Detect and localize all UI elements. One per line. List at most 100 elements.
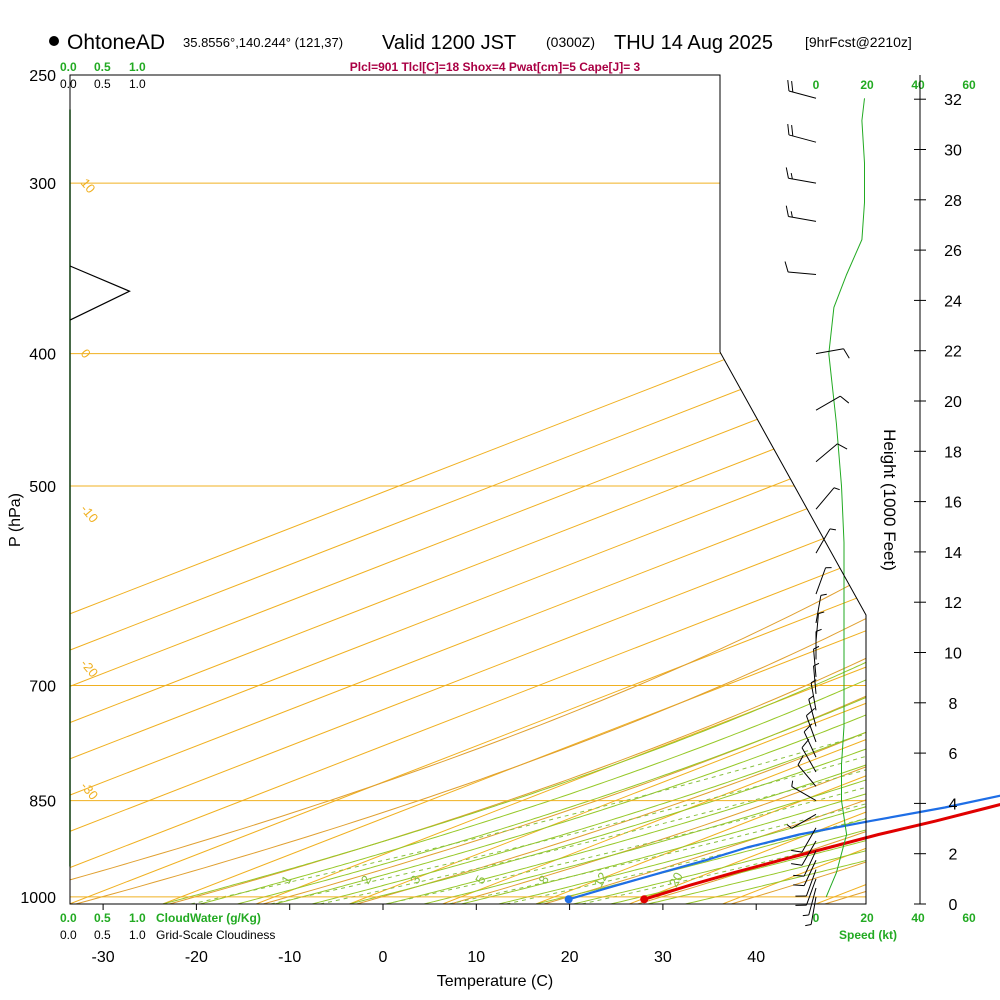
- isotherm: [815, 75, 866, 904]
- wind-barb: [805, 708, 817, 743]
- speed-label: Speed (kt): [839, 928, 897, 942]
- wind-barb: [808, 695, 817, 727]
- cloudwater-tick-bottom-1: 0.5: [94, 911, 111, 925]
- moist-adiabat: [162, 75, 866, 904]
- isotherm: [70, 75, 866, 904]
- isotherm: [70, 75, 866, 904]
- dry-adiabat: [450, 75, 866, 904]
- sounding-series: [564, 794, 1000, 904]
- height-tick-label: 8: [949, 696, 958, 713]
- height-tick-label: 20: [944, 394, 962, 411]
- isotherm: [349, 75, 866, 904]
- wind-barb: [810, 679, 817, 711]
- cloudwater-scale-bottom: 0.0 0.5 1.0 CloudWater (g/Kg): [60, 911, 261, 925]
- cloudwater-tick-top-0: 0.0: [60, 60, 77, 74]
- temperature-surface-marker: [640, 895, 649, 904]
- mixing-ratio-line: [448, 597, 866, 904]
- height-tick-label: 26: [944, 243, 962, 260]
- mixing-ratio-lines: [190, 597, 866, 904]
- moist-adiabat: [573, 75, 866, 904]
- isotherm-lines: [70, 75, 866, 904]
- temperature-tick-label: 40: [747, 949, 765, 966]
- speed-tick-bottom-0: 0: [813, 911, 820, 925]
- sounding-params: Plcl=901 Tlcl[C]=18 Shox=4 Pwat[cm]=5 Ca…: [350, 60, 641, 74]
- cloudiness-label: Grid-Scale Cloudiness: [156, 928, 275, 942]
- y2-axis-title: Height (1000 Feet): [880, 429, 899, 571]
- height-tick-label: 10: [944, 646, 962, 663]
- temperature-tick-label: 30: [654, 949, 672, 966]
- dry-adiabat: [262, 75, 866, 904]
- moist-adiabat: [274, 75, 866, 904]
- cloud-profiles: [69, 109, 131, 867]
- dry-adiabat: [824, 75, 866, 904]
- valid-date: THU 14 Aug 2025: [614, 32, 773, 54]
- moist-adiabat: [498, 75, 866, 904]
- dry-adiabat: [169, 75, 866, 904]
- height-tick-label: 4: [949, 796, 958, 813]
- wind-barb: [815, 348, 850, 359]
- cloudwater-tick-top-2: 1.0: [129, 60, 146, 74]
- temperature-line: [643, 802, 1000, 901]
- x-axis-title: Temperature (C): [437, 973, 553, 990]
- cloudwater-tick-bottom-2: 1.0: [129, 911, 146, 925]
- mixing-ratio-label: 12: [591, 870, 611, 890]
- speed-tick-bottom-1: 20: [860, 911, 874, 925]
- mixing-ratio-line: [190, 597, 866, 904]
- cloudiness-line: [69, 265, 131, 321]
- wind-barb: [791, 840, 817, 866]
- valid-time-utc: (0300Z): [546, 34, 595, 50]
- temperature-tick-label: 0: [379, 949, 388, 966]
- cloudiness-scale-bottom: 0.0 0.5 1.0 Grid-Scale Cloudiness: [60, 928, 275, 942]
- isotherm: [70, 75, 866, 904]
- isotherm-label: -30: [78, 779, 102, 803]
- temperature-tick-label: 20: [561, 949, 579, 966]
- axes: 250 300 400 500 700 850 1000 -30 -20 -10 0 10 20 30 40: [20, 68, 765, 966]
- speed-tick-top-1: 20: [860, 78, 874, 92]
- wind-barb: [791, 780, 817, 802]
- speed-scale-top: 0 20 40 60: [813, 78, 976, 92]
- isotherm: [70, 75, 866, 904]
- moist-adiabat: [423, 75, 866, 904]
- wind-barb: [815, 443, 848, 463]
- wind-barb: [795, 878, 817, 906]
- speed-tick-bottom-2: 40: [911, 911, 925, 925]
- height-tick-label: 30: [944, 143, 962, 160]
- height-tick-label: 14: [944, 545, 962, 562]
- cloudiness-scale-top: 0.0 0.5 1.0: [60, 77, 146, 91]
- wind-barb: [795, 869, 817, 897]
- pressure-tick-label: 500: [29, 479, 56, 496]
- wind-barb: [793, 860, 817, 887]
- mixing-ratio-line: [320, 597, 866, 904]
- dry-adiabat: [356, 75, 866, 904]
- wind-barb: [785, 205, 817, 222]
- dewpoint-surface-marker: [564, 895, 573, 904]
- plot-background-lines: [70, 75, 866, 904]
- pressure-tick-label: 850: [29, 794, 56, 811]
- cloudiness-tick-bottom-1: 0.5: [94, 928, 111, 942]
- cloudiness-tick-bottom-0: 0.0: [60, 928, 77, 942]
- speed-tick-top-0: 0: [813, 78, 820, 92]
- pressure-tick-label: 1000: [20, 890, 56, 907]
- isotherm: [535, 75, 866, 904]
- dry-adiabat: [75, 75, 866, 904]
- mixing-ratio-line: [385, 597, 866, 904]
- isotherm: [70, 75, 866, 904]
- wind-barb: [787, 123, 817, 143]
- speed-tick-top-3: 60: [962, 78, 976, 92]
- pressure-tick-label: 250: [29, 68, 56, 85]
- forecast-label: [9hrFcst@2210z]: [805, 34, 912, 50]
- isobar-lines: [70, 75, 866, 898]
- dry-adiabat-lines: [70, 75, 866, 904]
- temperature-tick-label: -30: [92, 949, 115, 966]
- mixing-ratio-line: [506, 597, 866, 904]
- isotherm: [70, 75, 866, 904]
- wind-barb: [786, 813, 817, 829]
- speed-tick-top-2: 40: [911, 78, 925, 92]
- station-name: OhtoneAD: [67, 31, 165, 54]
- moist-adiabat-lines: [162, 75, 866, 904]
- moist-adiabat: [386, 75, 866, 904]
- wind-barb: [815, 567, 832, 595]
